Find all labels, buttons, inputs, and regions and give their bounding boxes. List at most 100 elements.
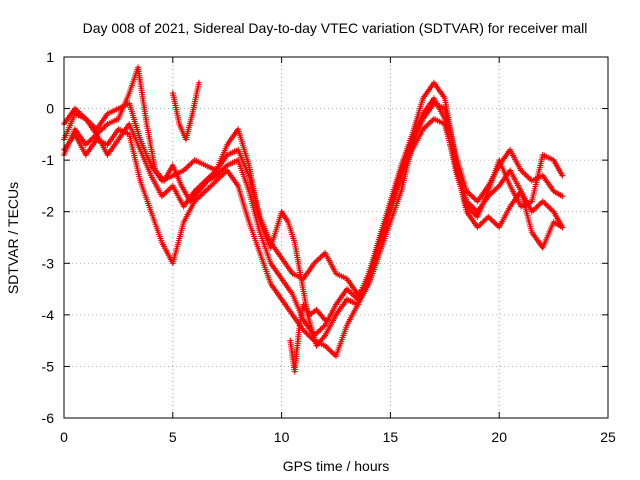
data-point [197,189,201,193]
data-point [315,308,318,311]
data-point [356,303,359,306]
data-point [421,97,425,100]
data-point [193,158,196,162]
data-point [182,205,185,208]
data-point [182,220,185,224]
data-point [128,91,131,95]
data-point [323,318,327,322]
axis-ticks: 0 5 10 15 20 25 -6 -5 -4 -3 -2 -1 0 1 [42,49,616,445]
data-point [191,112,194,115]
data-point [561,195,564,198]
data-point [323,344,327,347]
data-point [215,179,218,182]
data-point [508,169,512,172]
y-axis-label: SDTVAR / TECUs [5,182,21,294]
data-point [334,354,338,358]
y-tick-label: -5 [42,358,55,374]
data-point [269,246,272,250]
data-point [204,179,207,182]
x-tick-label: 20 [491,429,507,445]
x-tick-label: 5 [169,429,177,445]
data-point [182,169,185,172]
data-point [117,107,120,110]
y-tick-label: -1 [42,152,55,168]
data-point [476,215,479,219]
data-point [226,164,229,167]
data-point [541,153,544,157]
data-point [552,210,555,213]
data-point [236,158,240,162]
data-point [73,107,77,110]
data-point [519,189,523,193]
data-point [530,200,534,203]
series-markers [61,100,566,298]
data-point [291,313,294,317]
y-tick-label: -4 [42,307,55,323]
data-point [106,143,109,146]
data-point [421,112,425,115]
data-point [280,298,283,301]
series-trace-2 [61,64,566,339]
data-point [138,138,142,141]
data-point [334,303,338,306]
data-point [160,195,164,198]
data-point [334,313,338,317]
data-point [561,174,564,177]
data-point [541,200,544,203]
data-point [476,200,479,203]
data-point [519,169,523,172]
data-point [530,179,534,182]
data-point [226,153,229,157]
x-axis-label: GPS time / hours [283,458,390,474]
data-point [508,148,512,152]
data-point [184,138,188,141]
data-point [95,128,98,131]
series-markers [61,64,566,339]
data-point [552,158,555,162]
data-point [293,241,296,244]
data-point [323,251,327,255]
data-point [269,282,272,286]
data-point [313,262,316,265]
data-point [454,169,457,172]
data-point [323,334,327,337]
data-point [432,117,436,121]
data-point [149,174,153,177]
plot-frame [63,56,609,419]
data-point [160,241,164,244]
data-point [180,184,183,188]
y-tick-label: -6 [42,410,55,426]
data-point [421,128,425,131]
data-point [236,128,240,131]
series-trace-1 [61,100,566,298]
x-tick-label: 10 [274,429,290,445]
data-point [95,133,98,136]
data-point [204,164,207,167]
data-point [128,133,131,136]
data-point [378,241,381,244]
data-point [73,128,77,131]
data-point [561,225,564,229]
data-point [289,339,292,342]
data-point [389,205,392,208]
data-point [162,179,166,182]
data-point [171,164,174,167]
data-point [323,323,327,327]
data-point [106,112,109,115]
data-point [197,81,201,84]
data-point [258,220,262,224]
data-point [193,189,196,193]
data-point [476,225,479,229]
data-point [508,184,512,188]
data-point [552,189,555,193]
data-point [508,205,512,208]
data-point [247,189,251,193]
data-point [106,153,109,157]
data-point [117,117,120,121]
series-trace-3 [61,115,566,360]
data-point [498,184,501,188]
y-tick-label: 0 [46,101,54,117]
data-point [280,277,283,280]
data-point [465,205,468,208]
data-point [367,277,370,280]
